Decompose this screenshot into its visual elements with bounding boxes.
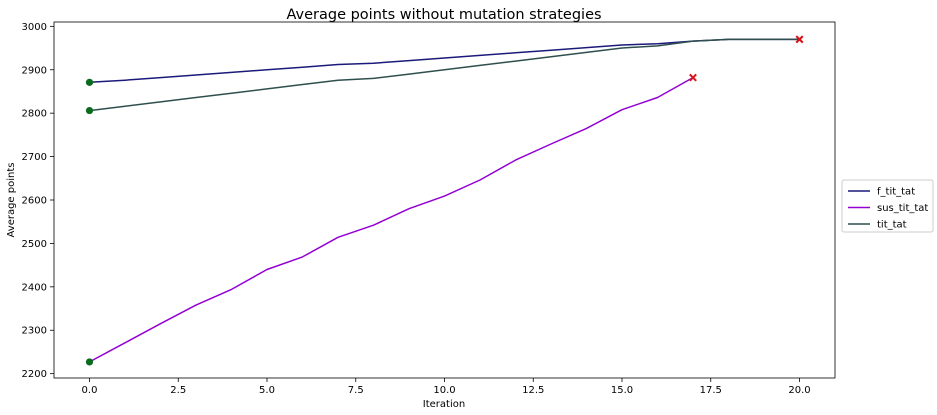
series-line-sus_tit_tat [89,76,694,363]
y-tick-label: 2800 [22,109,47,120]
x-tick-label: 12.5 [522,385,544,396]
y-tick-label: 2500 [22,239,47,250]
x-tick-label: 20.0 [788,385,810,396]
series-line-f_tit_tat [89,38,800,84]
y-tick-label: 2300 [22,326,47,337]
start-marker-f_tit_tat [85,78,94,86]
start-marker-sus_tit_tat [85,358,94,366]
x-tick-label: 2.5 [170,385,186,396]
legend-frame [841,179,934,233]
x-tick-label: 15.0 [611,385,633,396]
end-marker-sus_tit_tat [689,73,697,82]
y-axis: 2200 2300 2400 2500 2600 2700 2800 2900 3000 [22,22,54,380]
legend-label-tit_tat: tit_tat [877,220,907,231]
legend: f_tit_tat sus_tit_tat tit_tat [841,179,934,233]
y-tick-label: 2600 [22,196,47,207]
x-tick-label: 0.0 [82,385,98,396]
x-tick-label: 10.0 [433,385,455,396]
y-tick-label: 3000 [22,22,47,33]
y-axis-label: Average points [6,163,17,238]
start-marker-tit_tat [85,106,94,115]
plot-frame [53,21,836,379]
series-layer [89,38,800,363]
x-tick-label: 7.5 [348,385,364,396]
x-tick-label: 17.5 [700,385,722,396]
marker-layer [85,35,804,366]
series-line-tit_tat [89,38,800,112]
legend-label-sus_tit_tat: sus_tit_tat [877,203,928,214]
y-tick-label: 2900 [22,65,47,76]
chart-title: Average points without mutation strategi… [286,7,601,23]
legend-label-f_tit_tat: f_tit_tat [877,187,915,198]
y-tick-label: 2700 [22,152,47,163]
y-tick-label: 2400 [22,282,47,293]
x-axis-label: Iteration [423,399,465,410]
x-tick-label: 5.0 [259,385,275,396]
x-axis: 0.0 2.5 5.0 7.5 10.0 12.5 15.0 17.5 20.0 [82,378,811,396]
plot-area [53,21,836,379]
end-marker-tit_tat [795,35,804,44]
y-tick-label: 2200 [22,369,47,380]
